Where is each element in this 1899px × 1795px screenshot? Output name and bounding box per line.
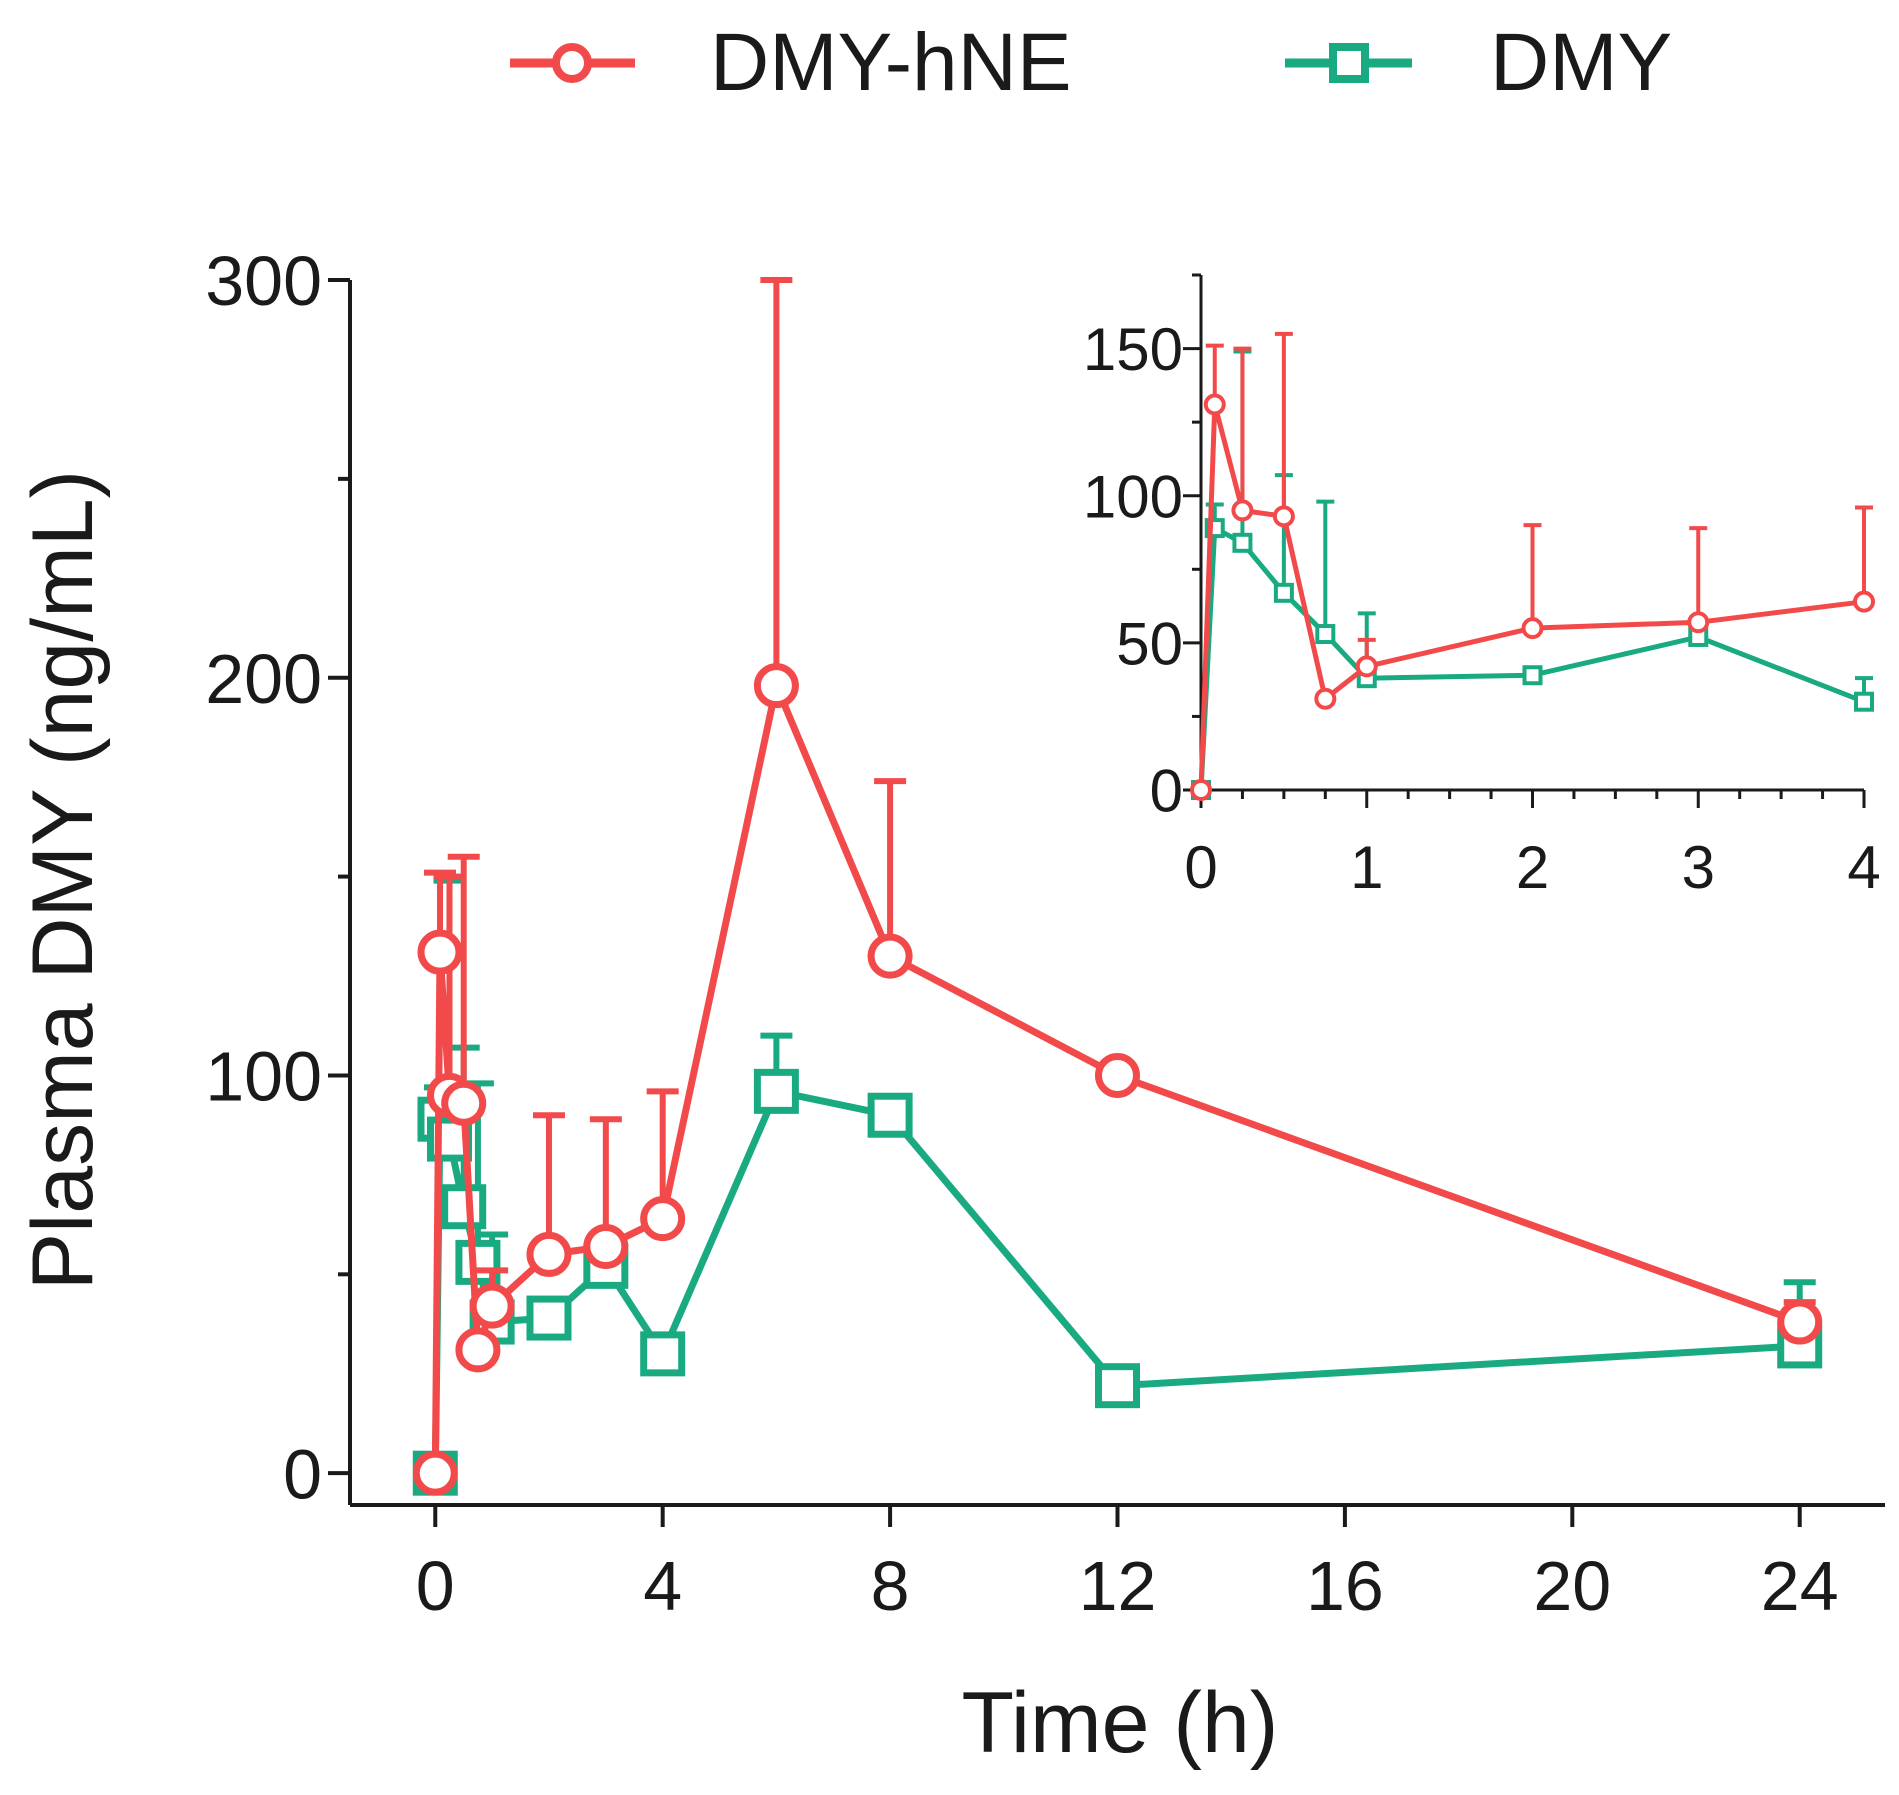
- inset-point-dmy-hne: [1203, 393, 1226, 416]
- main-x-tick-label: 0: [416, 1547, 455, 1625]
- inset-plot-area: [1190, 331, 1875, 801]
- main-y-tick-label: 300: [205, 242, 322, 320]
- main-point-dmy: [441, 1184, 487, 1230]
- inset-point-dmy: [1315, 624, 1336, 645]
- inset-y-tick-label: 0: [1150, 758, 1183, 825]
- main-point-dmy-hne: [640, 1196, 686, 1242]
- legend-item-dmy: DMY: [1285, 17, 1672, 108]
- inset-x-tick-label: 1: [1350, 834, 1383, 901]
- legend-label-dmy-hne: DMY-hNE: [710, 17, 1072, 108]
- inset-point-dmy: [1232, 532, 1253, 553]
- main-x-tick-label: 24: [1761, 1547, 1839, 1625]
- inset-y-tick-label: 150: [1083, 316, 1183, 383]
- main-y-tick-label: 100: [205, 1038, 322, 1116]
- legend: DMY-hNE DMY: [510, 17, 1672, 108]
- main-point-dmy-hne: [441, 1080, 487, 1126]
- main-point-dmy-hne: [455, 1327, 501, 1373]
- inset-x-tick-label: 3: [1682, 834, 1715, 901]
- main-x-tick-label: 20: [1533, 1547, 1611, 1625]
- inset-y-tick-label: 100: [1083, 463, 1183, 530]
- inset-point-dmy: [1522, 665, 1543, 686]
- legend-item-dmy-hne: DMY-hNE: [510, 17, 1072, 108]
- main-series-dmy-hne: [412, 277, 1823, 1496]
- main-point-dmy-hne: [526, 1231, 572, 1277]
- main-line-dmy: [431, 1087, 1800, 1474]
- inset-axes: 0 50 100 150 0 1 2 3 4: [1083, 273, 1881, 901]
- inset-point-dmy-hne: [1190, 779, 1212, 801]
- legend-marker-square: [1329, 43, 1369, 83]
- inset-y-tick-label: 50: [1116, 610, 1183, 677]
- inset-point-dmy: [1273, 582, 1294, 603]
- inset-point-dmy-hne: [1853, 590, 1875, 613]
- main-point-dmy: [640, 1331, 686, 1377]
- inset-series-dmy-hne: [1190, 331, 1875, 801]
- main-point-dmy-hne: [583, 1223, 629, 1269]
- main-x-tick-label: 8: [871, 1547, 910, 1625]
- inset-point-dmy: [1854, 691, 1874, 712]
- main-x-tick-label: 4: [643, 1547, 682, 1625]
- inset-point-dmy-hne: [1521, 617, 1544, 640]
- legend-label-dmy: DMY: [1490, 17, 1672, 108]
- inset-x-tick-label: 4: [1847, 834, 1880, 901]
- main-x-tick-label: 12: [1079, 1547, 1157, 1625]
- x-axis-title: Time (h): [962, 1675, 1279, 1771]
- legend-marker-circle: [552, 43, 592, 83]
- main-series-dmy: [412, 877, 1823, 1496]
- main-point-dmy-hne: [1777, 1299, 1823, 1345]
- inset-point-dmy-hne: [1272, 505, 1295, 528]
- main-point-dmy-hne: [412, 1450, 458, 1496]
- main-point-dmy: [1095, 1363, 1140, 1409]
- inset-point-dmy-hne: [1314, 687, 1337, 710]
- main-point-dmy-hne: [1095, 1052, 1140, 1098]
- main-point-dmy: [526, 1295, 572, 1341]
- main-y-tick-label: 200: [205, 640, 322, 718]
- main-point-dmy-hne: [867, 933, 913, 979]
- main-x-tick-label: 16: [1306, 1547, 1384, 1625]
- main-y-tick-label: 0: [283, 1435, 322, 1513]
- main-point-dmy: [753, 1068, 799, 1114]
- inset-x-tick-label: 0: [1184, 834, 1217, 901]
- inset-x-tick-label: 2: [1516, 834, 1549, 901]
- main-point-dmy-hne: [469, 1283, 515, 1329]
- inset-point-dmy-hne: [1355, 655, 1378, 678]
- main-point-dmy: [867, 1092, 913, 1138]
- inset-point-dmy-hne: [1687, 611, 1710, 634]
- y-axis-title: Plasma DMY (ng/mL): [15, 470, 111, 1290]
- main-point-dmy-hne: [417, 929, 463, 975]
- main-point-dmy-hne: [753, 663, 799, 709]
- main-plot-area: [412, 277, 1823, 1496]
- inset-point-dmy-hne: [1231, 499, 1254, 522]
